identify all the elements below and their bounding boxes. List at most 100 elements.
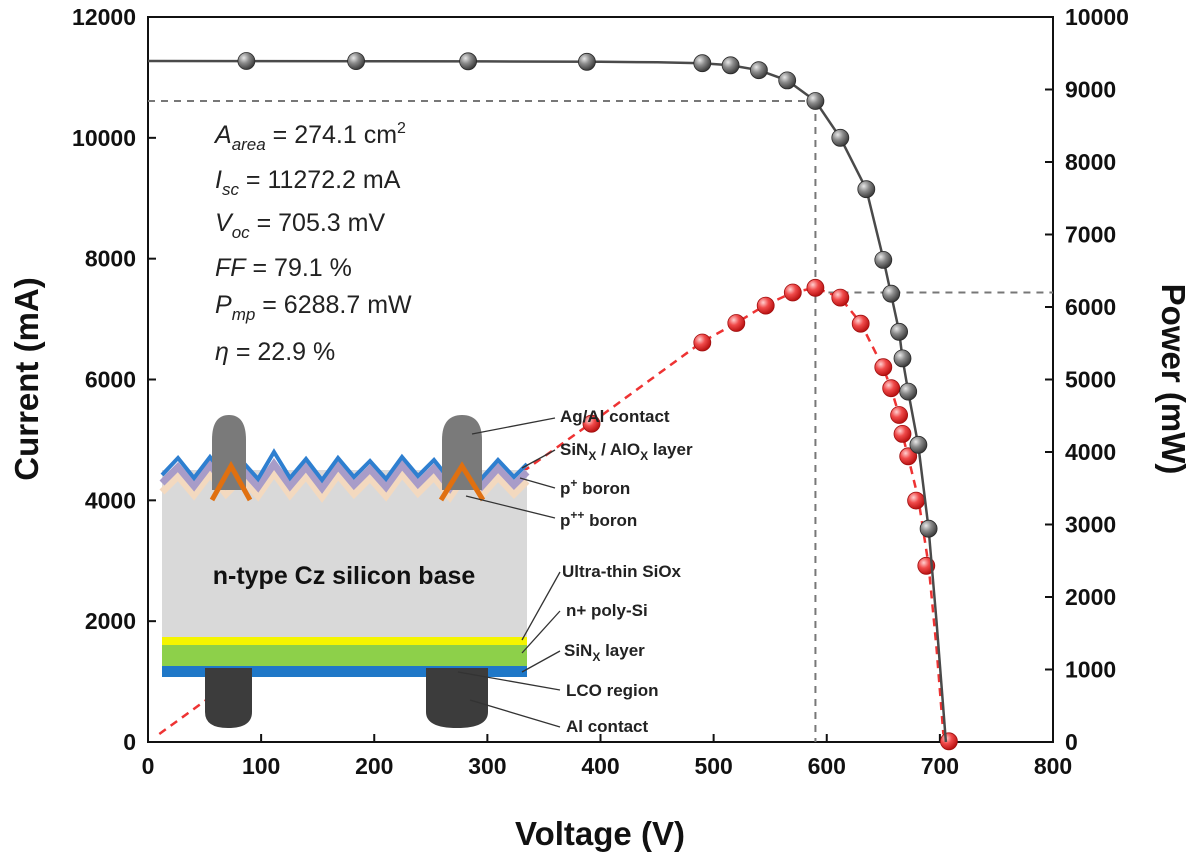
current-point bbox=[693, 54, 712, 73]
label-sinx-alox-layer: SiNX / AlOX layer bbox=[560, 440, 693, 463]
poly-si-layer bbox=[162, 645, 527, 666]
label-pp-boron: p++ boron bbox=[560, 508, 637, 530]
stat-isc: Isc = 11272.2 mA bbox=[215, 166, 401, 199]
current-point bbox=[237, 52, 256, 70]
y2-axis-ticks: 0 1000 2000 3000 4000 5000 6000 7000 8000 9000 100… bbox=[1045, 4, 1129, 755]
current-point bbox=[890, 322, 908, 341]
power-point bbox=[893, 424, 912, 443]
power-point bbox=[882, 379, 901, 398]
top-contact-left bbox=[212, 415, 246, 490]
power-point bbox=[806, 278, 825, 297]
x-axis-title: Voltage (V) bbox=[515, 815, 685, 852]
y-axis-title: Current (mA) bbox=[8, 277, 45, 481]
current-point bbox=[347, 52, 366, 70]
label-poly-si: n+ poly-Si bbox=[566, 601, 648, 620]
current-series bbox=[147, 52, 948, 743]
y-tick-label: 0 bbox=[123, 729, 136, 755]
current-point bbox=[919, 519, 938, 538]
power-point bbox=[693, 333, 712, 352]
top-contact-right bbox=[442, 415, 482, 490]
power-point bbox=[831, 288, 850, 307]
y-axis-ticks: 0 2000 4000 6000 8000 10000 12000 bbox=[72, 4, 156, 755]
y2-axis-title: Power (mW) bbox=[1155, 284, 1192, 475]
stat-pmp: Pmp = 6288.7 mW bbox=[215, 291, 412, 324]
stat-ff: FF = 79.1 % bbox=[215, 254, 352, 282]
y2-tick-label: 1000 bbox=[1065, 657, 1116, 683]
power-point bbox=[727, 314, 746, 332]
x-tick-label: 100 bbox=[242, 753, 280, 779]
base-label: n-type Cz silicon base bbox=[213, 562, 476, 590]
y2-tick-label: 8000 bbox=[1065, 149, 1116, 175]
label-p-boron: p+ boron bbox=[560, 476, 630, 498]
rear-sinx-layer bbox=[162, 666, 527, 677]
y2-tick-label: 6000 bbox=[1065, 294, 1116, 320]
y-tick-label: 12000 bbox=[72, 4, 136, 30]
power-point bbox=[899, 447, 918, 466]
y-tick-label: 8000 bbox=[85, 246, 136, 272]
label-siox: Ultra-thin SiOx bbox=[562, 562, 682, 581]
x-tick-label: 200 bbox=[355, 753, 393, 779]
y-tick-label: 6000 bbox=[85, 367, 136, 393]
power-curve bbox=[158, 286, 953, 743]
power-point bbox=[874, 358, 893, 377]
current-point bbox=[778, 71, 797, 90]
y-tick-label: 10000 bbox=[72, 125, 136, 151]
pplus-emitter-left bbox=[209, 460, 253, 502]
current-point bbox=[899, 382, 918, 401]
x-tick-label: 600 bbox=[808, 753, 846, 779]
label-ag-al-contact: Ag/Al contact bbox=[560, 407, 670, 426]
current-point bbox=[857, 180, 876, 199]
stat-area: Aarea = 274.1 cm2 bbox=[213, 120, 406, 154]
current-point bbox=[893, 349, 912, 368]
power-point bbox=[940, 732, 958, 751]
silicon-base bbox=[162, 470, 527, 640]
y2-tick-label: 0 bbox=[1065, 729, 1078, 755]
cell-structure-inset: n-type Cz silicon base Ag/Al contact SiN… bbox=[159, 407, 693, 736]
power-point bbox=[756, 296, 775, 315]
current-point bbox=[909, 435, 928, 454]
rear-contact-right bbox=[426, 668, 488, 728]
y2-tick-label: 2000 bbox=[1065, 584, 1116, 610]
stat-eta: η = 22.9 % bbox=[215, 338, 335, 366]
y2-tick-label: 5000 bbox=[1065, 367, 1116, 393]
y2-tick-label: 10000 bbox=[1065, 4, 1129, 30]
pplus-emitter-right bbox=[438, 461, 486, 502]
current-point bbox=[806, 92, 825, 110]
current-point bbox=[831, 128, 850, 147]
siox-layer bbox=[162, 637, 527, 645]
current-point bbox=[459, 52, 478, 71]
power-point bbox=[907, 491, 925, 510]
current-curve bbox=[147, 59, 948, 743]
stats-block: Aarea = 274.1 cm2 Isc = 11272.2 mA Voc =… bbox=[213, 120, 412, 366]
current-point bbox=[578, 52, 596, 71]
x-axis-ticks: 0 100 200 300 400 500 600 700 800 bbox=[142, 734, 1072, 779]
x-tick-label: 700 bbox=[921, 753, 959, 779]
label-lco-region: LCO region bbox=[566, 681, 659, 700]
y2-tick-label: 4000 bbox=[1065, 439, 1116, 465]
label-al-contact: Al contact bbox=[566, 717, 649, 736]
rear-contact-left bbox=[205, 668, 252, 728]
current-point bbox=[882, 284, 901, 303]
current-point bbox=[874, 250, 893, 269]
power-point bbox=[582, 414, 601, 433]
y-tick-label: 4000 bbox=[85, 487, 136, 513]
power-point bbox=[851, 314, 870, 333]
x-tick-label: 300 bbox=[468, 753, 506, 779]
x-tick-label: 800 bbox=[1034, 753, 1072, 779]
y2-tick-label: 3000 bbox=[1065, 512, 1116, 538]
y2-tick-label: 9000 bbox=[1065, 77, 1116, 103]
mpp-guides bbox=[148, 99, 1053, 742]
x-tick-label: 400 bbox=[581, 753, 619, 779]
power-series bbox=[158, 278, 958, 751]
leader-lines bbox=[457, 417, 561, 728]
current-point bbox=[750, 61, 768, 80]
label-sinx-layer: SiNX layer bbox=[564, 641, 645, 664]
power-point bbox=[890, 406, 908, 424]
y-tick-label: 2000 bbox=[85, 608, 136, 634]
power-point bbox=[783, 283, 802, 302]
y2-tick-label: 7000 bbox=[1065, 222, 1116, 248]
stat-voc: Voc = 705.3 mV bbox=[215, 209, 385, 242]
current-point bbox=[721, 56, 740, 75]
x-tick-label: 0 bbox=[142, 753, 155, 779]
